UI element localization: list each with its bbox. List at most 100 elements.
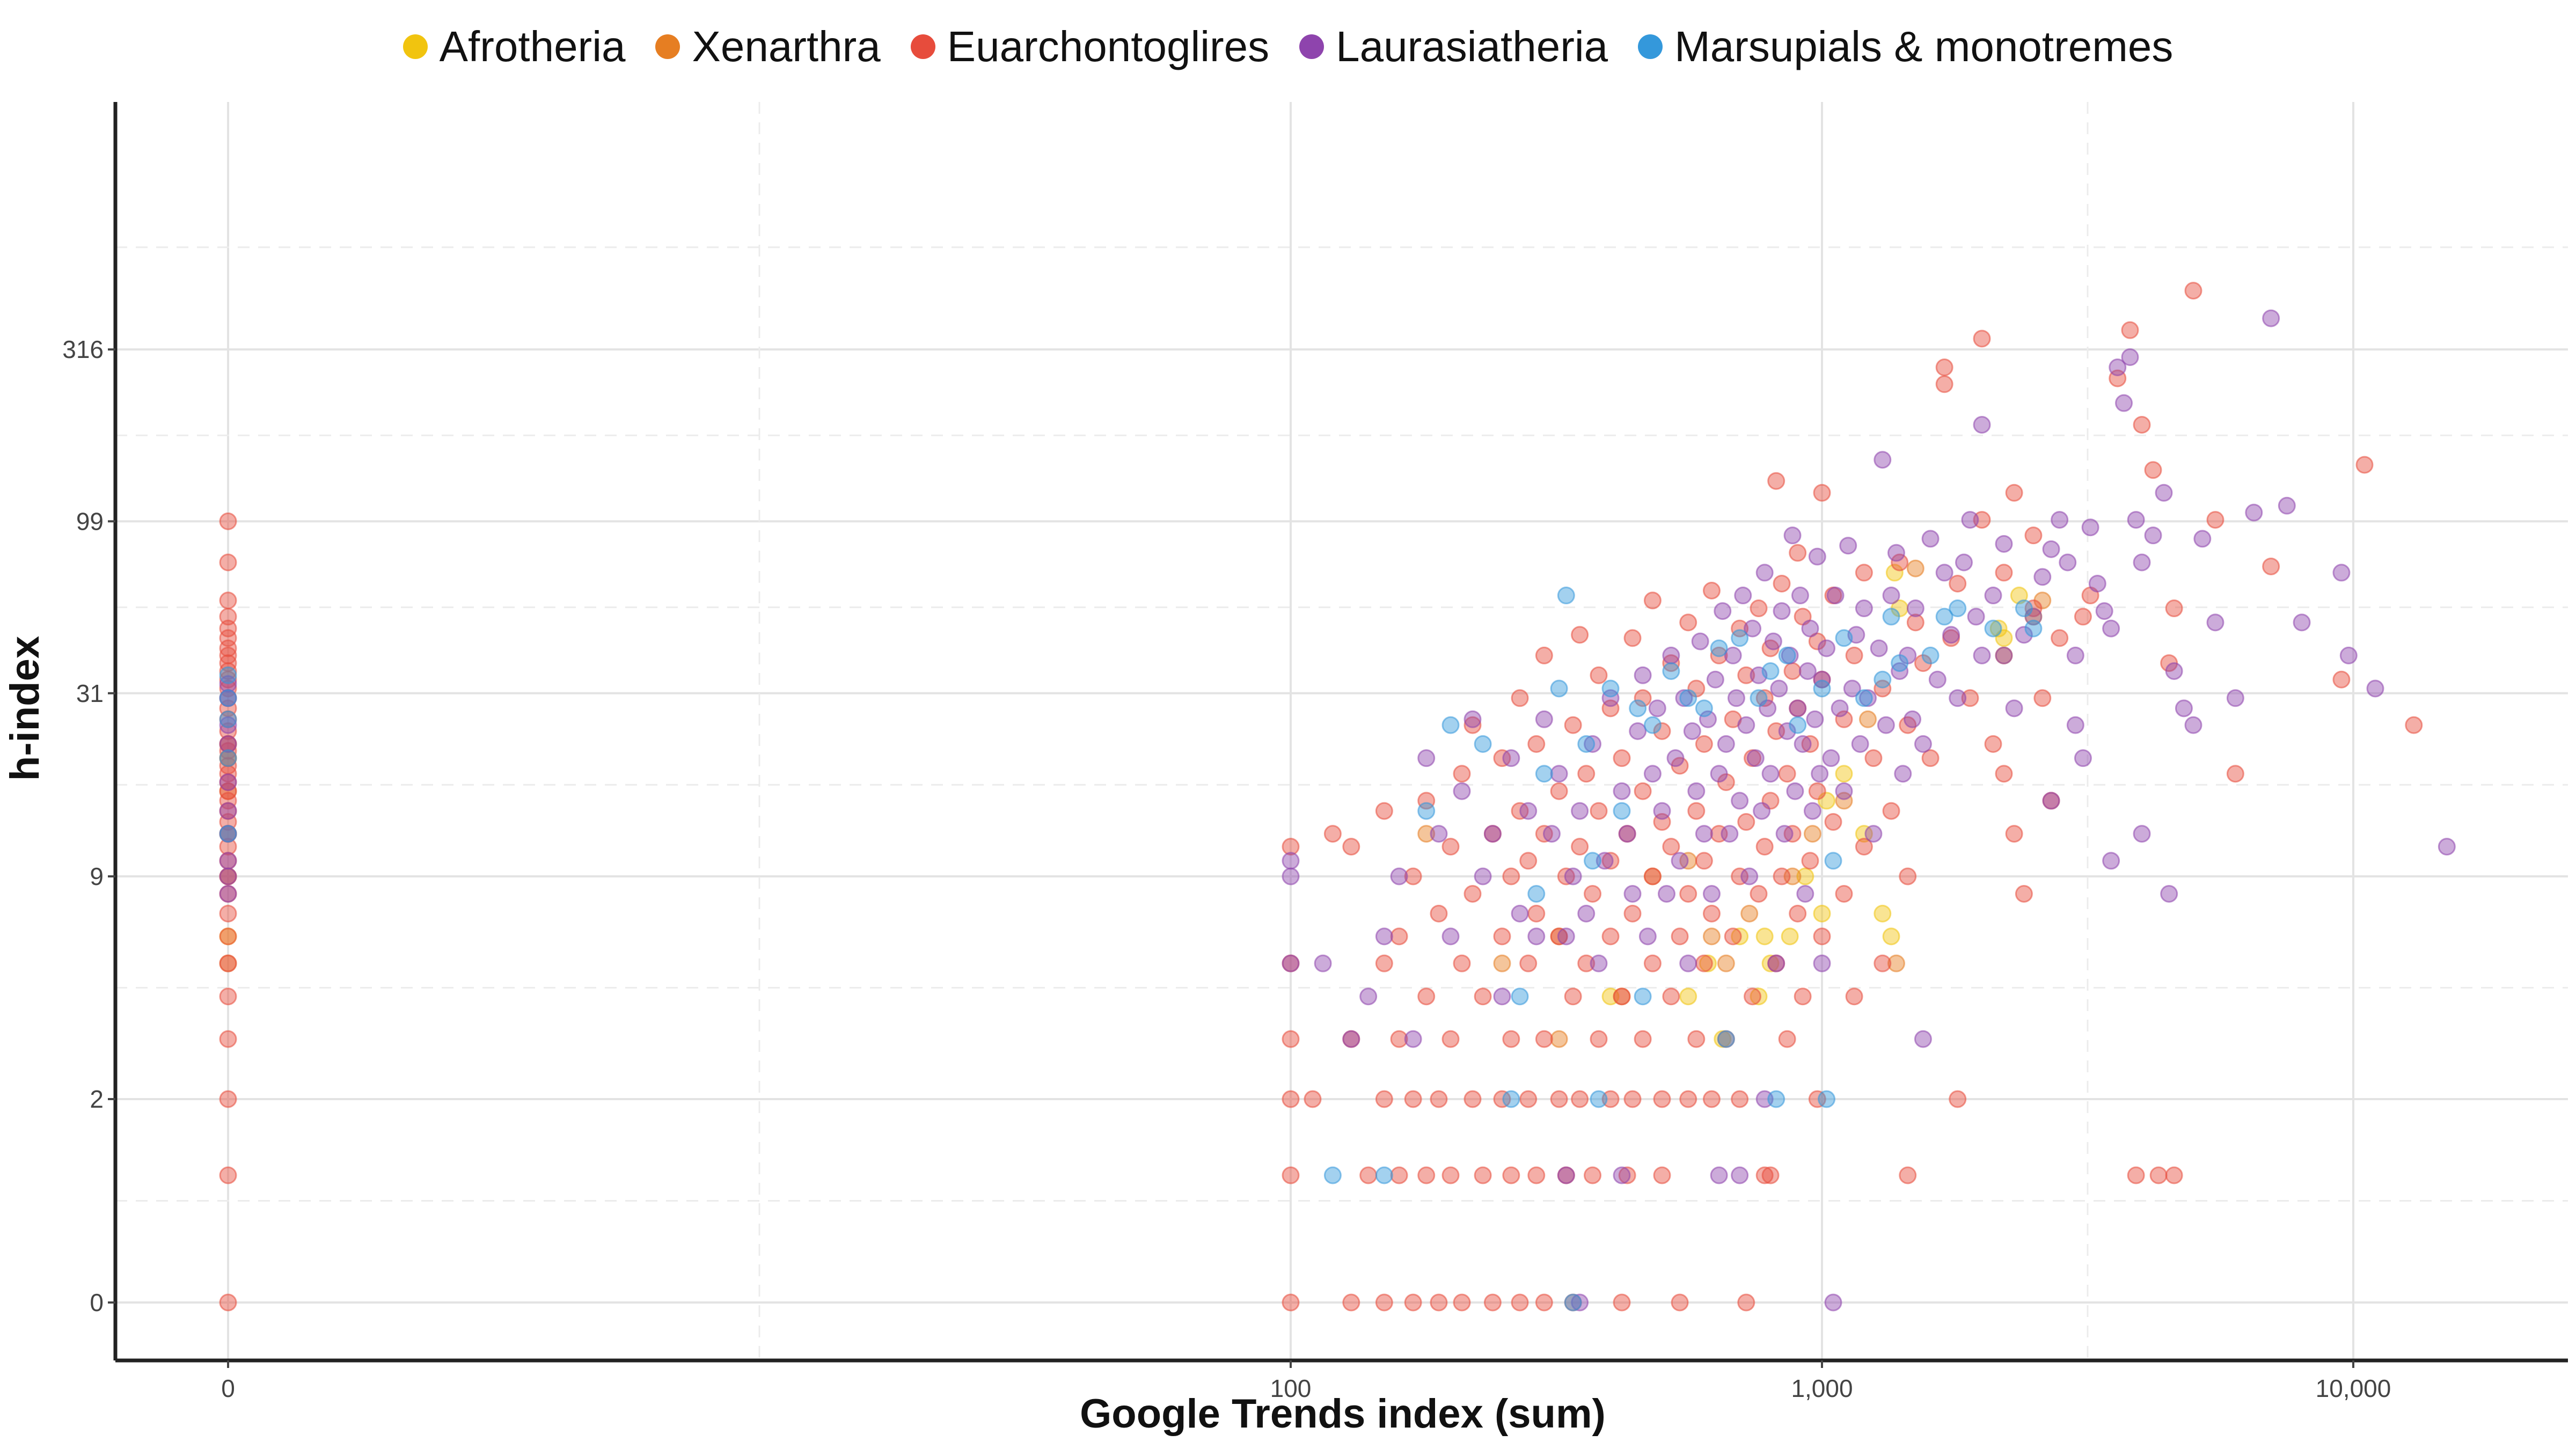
data-point xyxy=(1914,1030,1932,1048)
data-point xyxy=(1564,987,1582,1006)
data-point xyxy=(1502,867,1520,885)
data-point xyxy=(1750,689,1768,707)
data-point xyxy=(1874,451,1892,469)
data-point xyxy=(1441,927,1460,946)
data-point xyxy=(2165,599,2183,618)
data-point xyxy=(1835,710,1853,728)
data-point xyxy=(1675,689,1693,707)
data-point xyxy=(1755,564,1774,582)
data-point xyxy=(1683,722,1701,740)
data-point xyxy=(1826,587,1845,605)
legend-item: Xenarthra xyxy=(655,22,881,71)
data-point xyxy=(219,825,237,843)
data-point xyxy=(1721,825,1739,843)
data-point xyxy=(1527,904,1546,923)
data-point xyxy=(1995,564,2013,582)
data-point xyxy=(1783,526,1802,545)
data-point xyxy=(1493,1090,1511,1108)
x-tick-label: 1,000 xyxy=(1791,1374,1853,1402)
data-point xyxy=(1796,884,1814,903)
data-point xyxy=(1323,1166,1342,1184)
data-point xyxy=(1590,802,1608,820)
data-point xyxy=(1761,954,1780,972)
data-point xyxy=(2066,716,2084,734)
data-point xyxy=(1453,1293,1471,1312)
data-point xyxy=(1887,544,1905,562)
data-point xyxy=(1949,689,1967,707)
data-point xyxy=(1731,619,1749,638)
data-point xyxy=(2042,540,2060,558)
data-point xyxy=(1921,749,1940,767)
data-point xyxy=(1519,1090,1538,1108)
data-point xyxy=(1557,1166,1575,1184)
data-point xyxy=(219,553,237,572)
data-point xyxy=(1995,646,2013,664)
data-point xyxy=(1949,1090,1967,1108)
data-point xyxy=(1417,825,1436,843)
data-point xyxy=(1755,1166,1774,1184)
data-point xyxy=(1519,954,1538,972)
data-point xyxy=(1695,852,1713,870)
y-axis-title: h-index xyxy=(2,636,48,781)
data-point xyxy=(1687,802,1706,820)
data-point xyxy=(2066,646,2084,664)
data-point xyxy=(1717,735,1735,753)
data-point xyxy=(1835,782,1853,800)
data-point xyxy=(1550,765,1568,783)
data-point xyxy=(1773,602,1791,620)
data-point xyxy=(2081,518,2099,537)
data-point xyxy=(1710,639,1728,657)
data-point xyxy=(219,679,237,698)
data-point xyxy=(1577,954,1596,972)
data-point xyxy=(1882,608,1900,626)
data-point xyxy=(2121,348,2139,366)
data-point xyxy=(219,852,237,870)
data-point xyxy=(2133,553,2151,572)
data-point xyxy=(1906,613,1924,632)
data-point xyxy=(1571,802,1589,820)
data-point xyxy=(1535,1030,1553,1048)
data-point xyxy=(2155,484,2173,502)
data-point xyxy=(1679,689,1697,707)
data-point xyxy=(1375,1090,1393,1108)
data-point xyxy=(1803,825,1821,843)
data-point xyxy=(1590,954,1608,972)
data-point xyxy=(1282,867,1300,885)
data-point xyxy=(1441,838,1460,856)
data-point xyxy=(1727,689,1745,707)
data-point xyxy=(1679,954,1697,972)
data-point xyxy=(1564,716,1582,734)
data-point xyxy=(1695,825,1713,843)
data-point xyxy=(219,512,237,530)
data-point xyxy=(1342,1030,1360,1048)
data-point xyxy=(1839,537,1857,555)
data-point xyxy=(1921,646,1940,664)
y-tick-label: 99 xyxy=(76,507,104,535)
data-point xyxy=(2033,689,2052,707)
data-point xyxy=(1767,954,1785,972)
data-point xyxy=(1613,802,1631,820)
data-point xyxy=(1613,1293,1631,1312)
data-point xyxy=(1928,670,1946,689)
data-point xyxy=(1835,629,1853,647)
data-point xyxy=(219,735,237,753)
data-point xyxy=(1870,639,1888,657)
data-point xyxy=(1359,1166,1378,1184)
data-point xyxy=(1984,587,2002,605)
y-tick-label: 9 xyxy=(90,862,104,890)
legend-dot-icon xyxy=(402,34,428,59)
data-point xyxy=(2121,321,2139,339)
data-point xyxy=(1753,802,1771,820)
data-point xyxy=(1775,825,1794,843)
data-point xyxy=(1282,852,1300,870)
data-point xyxy=(1786,782,1804,800)
data-point xyxy=(1717,1030,1735,1048)
data-point xyxy=(2133,416,2151,434)
data-point xyxy=(1519,802,1538,820)
data-point xyxy=(1634,782,1652,800)
data-point xyxy=(1601,679,1620,698)
y-tick-label: 31 xyxy=(76,679,104,707)
data-point xyxy=(1662,646,1680,664)
data-point xyxy=(1921,530,1940,548)
data-point xyxy=(2102,619,2120,638)
